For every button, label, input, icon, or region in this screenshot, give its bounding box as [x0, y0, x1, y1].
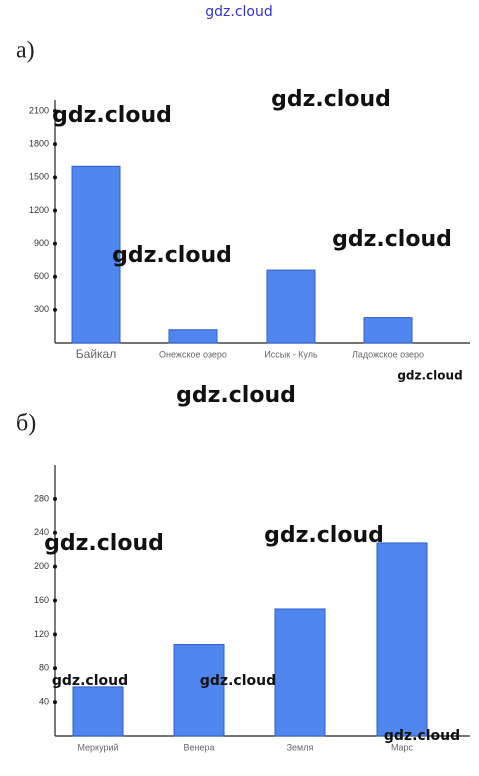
x-tick-label: Иссык - Куль	[264, 349, 318, 359]
tick-mark	[53, 142, 57, 147]
watermark: gdz.cloud	[384, 728, 460, 744]
bar	[266, 269, 316, 344]
y-tick-label: 80	[39, 663, 49, 673]
y-tick-label: 1800	[29, 139, 49, 149]
tick-mark	[53, 700, 57, 705]
panel-label: б)	[16, 411, 36, 437]
y-tick-label: 1500	[29, 172, 49, 182]
tick-mark	[53, 241, 57, 246]
watermark: gdz.cloud	[52, 103, 172, 128]
bar	[168, 329, 218, 344]
tick-mark	[53, 307, 57, 312]
watermark: gdz.cloud	[205, 4, 272, 20]
tick-mark	[53, 274, 57, 279]
watermark: gdz.cloud	[332, 227, 452, 252]
x-tick-label: Ладожское озеро	[352, 349, 424, 359]
y-tick-label: 160	[34, 595, 49, 605]
watermark: gdz.cloud	[264, 523, 384, 548]
tick-mark	[53, 496, 57, 501]
tick-mark	[53, 598, 57, 603]
y-tick-label: 240	[34, 527, 49, 537]
bar	[72, 686, 124, 737]
bar	[173, 644, 225, 737]
y-tick-label: 120	[34, 629, 49, 639]
bar	[274, 608, 326, 737]
tick-mark	[53, 208, 57, 213]
y-tick-label: 600	[34, 271, 49, 281]
x-tick-label: Онежское озеро	[159, 349, 227, 359]
tick-mark	[53, 175, 57, 180]
bar	[376, 542, 428, 737]
tick-mark	[53, 564, 57, 569]
watermark: gdz.cloud	[271, 87, 391, 112]
watermark: gdz.cloud	[397, 369, 462, 383]
x-tick-label: Байкал	[76, 347, 116, 361]
x-tick-label: Венера	[184, 742, 215, 752]
watermark: gdz.cloud	[200, 673, 276, 689]
bar	[363, 317, 413, 344]
y-tick-label: 2100	[29, 105, 49, 115]
y-tick-label: 200	[34, 561, 49, 571]
tick-mark	[53, 666, 57, 671]
y-tick-label: 300	[34, 304, 49, 314]
x-tick-label: Земля	[287, 742, 314, 752]
x-tick-label: Меркурий	[77, 742, 118, 752]
x-tick-label: Марс	[391, 742, 414, 752]
y-tick-label: 280	[34, 493, 49, 503]
tick-mark	[53, 632, 57, 637]
panel-label: а)	[16, 38, 35, 64]
watermark: gdz.cloud	[176, 383, 296, 408]
y-tick-label: 40	[39, 697, 49, 707]
watermark: gdz.cloud	[112, 243, 232, 268]
watermark: gdz.cloud	[52, 673, 128, 689]
tick-mark	[53, 530, 57, 535]
y-tick-label: 1200	[29, 205, 49, 215]
tick-mark	[53, 109, 57, 114]
watermark: gdz.cloud	[44, 531, 164, 556]
bar	[71, 165, 121, 344]
y-tick-label: 900	[34, 238, 49, 248]
